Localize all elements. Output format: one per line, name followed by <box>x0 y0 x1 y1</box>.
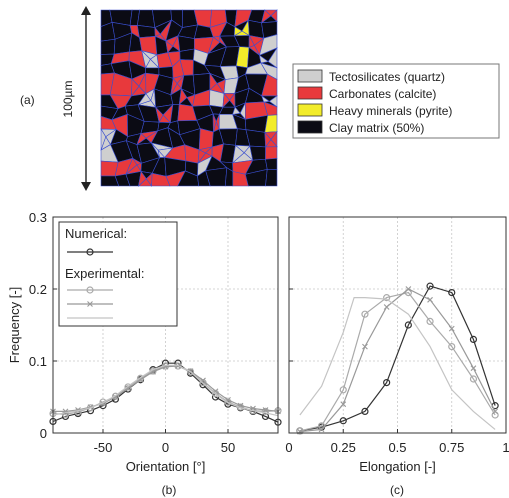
data-point <box>261 412 270 421</box>
scale-bar <box>81 6 91 191</box>
x-tick-label: 0.75 <box>439 440 464 455</box>
data-point <box>492 408 499 415</box>
data-point <box>75 407 81 413</box>
data-point <box>469 335 478 343</box>
panel-b-label: (b) <box>162 483 177 497</box>
data-point <box>383 304 390 310</box>
data-point <box>339 417 347 425</box>
data-point <box>448 289 456 297</box>
data-point <box>383 294 391 302</box>
panel-a-label: (a) <box>20 93 35 107</box>
y-tick-label: 0.3 <box>29 210 47 225</box>
data-point <box>339 386 347 394</box>
x-axis-label: Orientation [°] <box>126 459 206 474</box>
mineral-legend: Tectosilicates (quartz) Carbonates (calci… <box>292 63 500 139</box>
series-line <box>299 291 496 432</box>
data-point <box>426 317 434 325</box>
legend-swatch <box>297 120 323 134</box>
data-point <box>224 398 232 406</box>
data-point <box>361 310 369 318</box>
data-point <box>86 248 94 256</box>
data-point <box>111 392 120 400</box>
legend-heading-experimental: Experimental: <box>65 266 144 281</box>
data-point <box>175 363 181 369</box>
x-tick-label: 50 <box>221 440 235 455</box>
x-tick-label: 1 <box>502 440 509 455</box>
data-point <box>469 375 478 383</box>
series-line <box>299 288 496 433</box>
data-point <box>361 407 369 415</box>
data-point <box>86 286 94 294</box>
series-line <box>52 364 279 417</box>
x-tick-label: 0.25 <box>331 440 356 455</box>
data-point <box>262 407 269 413</box>
data-point <box>427 296 433 303</box>
legend-swatch <box>297 69 323 83</box>
legend-swatch <box>297 103 323 117</box>
data-point <box>74 408 82 416</box>
series-line <box>299 297 496 430</box>
scale-label: 100µm <box>61 81 75 118</box>
data-point <box>87 301 93 307</box>
legend-entry: Carbonates (calcite) <box>329 87 436 101</box>
series-plain <box>299 297 496 430</box>
x-tick-label: -50 <box>94 440 113 455</box>
legend-swatch <box>297 86 323 100</box>
data-point <box>404 321 412 329</box>
series-cross <box>50 363 281 415</box>
microstructure-image <box>100 9 278 187</box>
data-point <box>448 325 455 332</box>
data-point <box>426 282 434 290</box>
data-point <box>186 368 195 376</box>
data-point <box>61 412 70 421</box>
data-point <box>470 365 477 372</box>
elongation-chart: 0 0.25 0.5 0.75 1 Elongation [-] <box>285 216 509 474</box>
x-tick-label: 0 <box>285 440 292 455</box>
data-point <box>362 343 368 350</box>
series-line <box>299 285 496 432</box>
y-axis-label: Frequency [-] <box>7 287 22 364</box>
legend-entry: Heavy minerals (pyrite) <box>329 104 452 118</box>
data-point <box>383 379 391 387</box>
chart-legend: Numerical: Experimental: <box>58 221 178 327</box>
data-point <box>125 385 131 392</box>
data-point <box>261 407 270 415</box>
orientation-chart: -50 0 50 0 0.1 0.2 0.3 Orientation [°] Frequency… <box>7 210 282 474</box>
data-point <box>405 286 412 292</box>
series-cross <box>296 286 499 435</box>
x-tick-label: 0.5 <box>388 440 406 455</box>
data-point <box>318 426 325 433</box>
legend-heading-numerical: Numerical: <box>65 226 127 241</box>
x-axis-label: Elongation [-] <box>359 459 436 474</box>
legend-entry: Tectosilicates (quartz) <box>329 70 445 84</box>
panel-c-label: (c) <box>390 483 404 497</box>
x-tick-label: 0 <box>162 440 169 455</box>
data-point <box>448 343 456 351</box>
data-point <box>340 401 347 408</box>
y-tick-label: 0.2 <box>29 282 47 297</box>
y-tick-label: 0 <box>40 426 47 441</box>
legend-entry: Clay matrix (50%) <box>329 121 424 135</box>
y-tick-label: 0.1 <box>29 354 47 369</box>
data-point <box>112 394 119 400</box>
series-plain <box>52 364 279 417</box>
